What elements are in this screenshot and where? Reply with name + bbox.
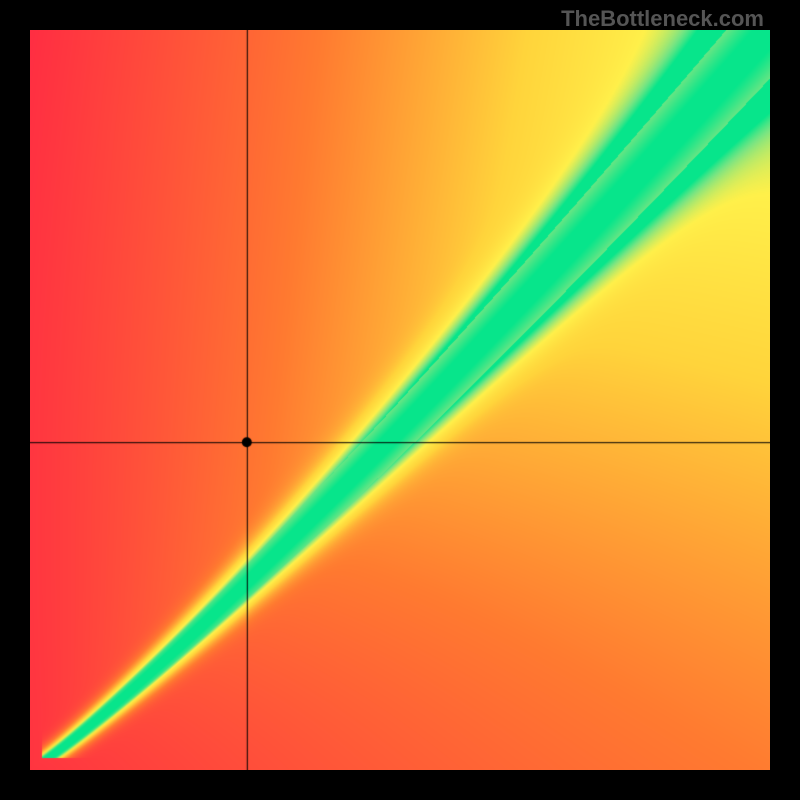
watermark-text: TheBottleneck.com (561, 6, 764, 32)
bottleneck-heatmap (30, 30, 770, 770)
heatmap-canvas (30, 30, 770, 770)
